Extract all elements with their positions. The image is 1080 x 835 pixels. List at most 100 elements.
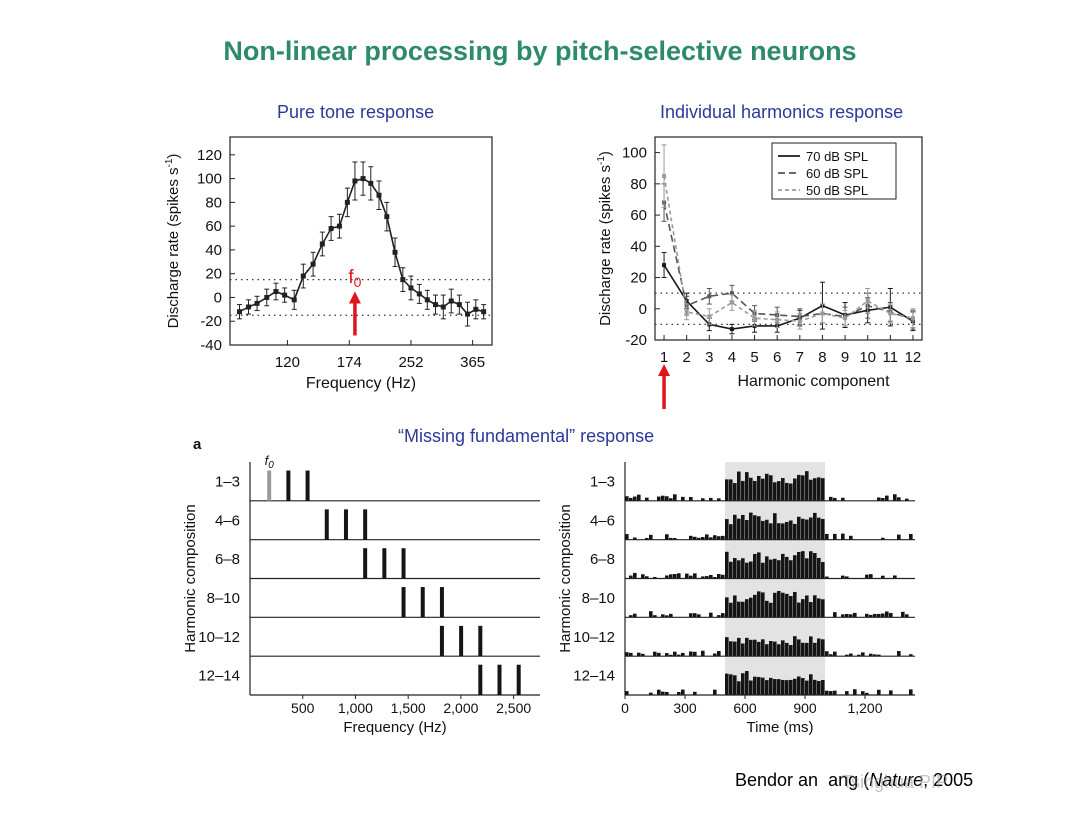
psth-bin xyxy=(701,650,705,657)
harmonics-legend-label: 70 dB SPL xyxy=(806,149,868,164)
psth-bin xyxy=(789,679,793,695)
psth-bin xyxy=(697,614,701,618)
psth-bin xyxy=(833,690,837,695)
psth-bin xyxy=(749,477,753,501)
psth-bin xyxy=(885,611,889,618)
y-label-close: ) xyxy=(597,151,614,156)
pure-tone-plot-frame xyxy=(229,136,493,346)
psth-bin xyxy=(889,690,893,695)
psth-bin xyxy=(733,675,737,695)
harmonic-tone-bar xyxy=(401,548,406,579)
harmonics-point xyxy=(729,291,734,296)
psth-bin xyxy=(709,612,713,618)
psth-bin xyxy=(845,691,849,695)
harmonics-y-tick-label: 80 xyxy=(630,176,647,193)
psth-bin xyxy=(769,640,773,657)
psth-bin xyxy=(665,691,669,695)
psth-bin xyxy=(741,480,745,501)
psth-bin xyxy=(777,679,781,695)
y-label-text: Discharge rate (spikes s xyxy=(597,165,614,326)
psth-bin xyxy=(829,691,833,695)
psth-bin xyxy=(889,612,893,618)
psth-bin xyxy=(821,518,825,540)
harmonic-tone-bar xyxy=(439,587,444,618)
psth-bin xyxy=(725,637,729,657)
psth-bin xyxy=(805,680,809,695)
psth-bin xyxy=(765,556,769,579)
psth-bin xyxy=(793,591,797,618)
composition-y-label: Harmonic composition xyxy=(182,504,199,652)
harmonic-1-arrow-head xyxy=(658,364,671,376)
psth-bin xyxy=(693,613,697,618)
harmonic-tone-bar xyxy=(343,509,348,540)
psth-bin xyxy=(781,523,785,540)
psth-bin xyxy=(881,613,885,618)
psth-x-tick-label: 1,200 xyxy=(847,700,882,716)
psth-bin xyxy=(721,535,725,540)
psth-bin xyxy=(757,475,761,501)
psth-bin xyxy=(709,537,713,540)
citation-rest: ang ( xyxy=(828,770,870,790)
psth-bin xyxy=(809,517,813,540)
psth-bin xyxy=(801,599,805,618)
psth-bin xyxy=(705,534,709,540)
psth-bin xyxy=(629,615,633,618)
psth-bin xyxy=(825,651,829,657)
psth-bin xyxy=(777,481,781,501)
psth-bin xyxy=(785,642,789,657)
harmonics-x-tick-label: 5 xyxy=(750,349,758,366)
psth-bin xyxy=(733,558,737,579)
psth-bin xyxy=(797,551,801,579)
psth-bin xyxy=(717,536,721,540)
harmonic-tone-bar xyxy=(497,664,502,695)
psth-bin xyxy=(741,601,745,618)
harmonics-point xyxy=(707,314,712,319)
psth-bin xyxy=(881,575,885,579)
psth-bin xyxy=(745,472,749,501)
psth-bin xyxy=(761,677,765,695)
psth-bin xyxy=(689,496,693,501)
harmonic-tone-bar xyxy=(478,664,483,695)
harmonics-x-tick-label: 7 xyxy=(796,349,804,366)
psth-bin xyxy=(737,681,741,695)
psth-bin xyxy=(681,496,685,501)
harmonics-x-tick-label: 8 xyxy=(818,349,826,366)
harmonic-tone-bar xyxy=(324,509,329,540)
psth-bin xyxy=(773,641,777,657)
psth-bin xyxy=(781,679,785,695)
psth-bin xyxy=(725,597,729,618)
pure-tone-y-label: Discharge rate (spikes s-1) xyxy=(164,154,182,329)
psth-bin xyxy=(625,691,629,695)
psth-row-label: 8–10 xyxy=(582,590,615,607)
psth-bin xyxy=(761,478,765,501)
harmonic-tone-bar xyxy=(382,548,387,579)
psth-bin xyxy=(641,653,645,657)
psth-bin xyxy=(793,636,797,657)
psth-bin xyxy=(801,678,805,695)
psth-bin xyxy=(877,497,881,501)
panel-letter-a: a xyxy=(193,436,202,453)
psth-x-tick-label: 600 xyxy=(733,700,757,716)
harmonics-y-tick-label: 100 xyxy=(622,145,647,162)
psth-bin xyxy=(669,574,673,579)
psth-bin xyxy=(757,516,761,540)
psth-bin xyxy=(669,498,673,501)
psth-bin xyxy=(841,614,845,618)
harmonics-point xyxy=(752,316,757,321)
psth-bin xyxy=(689,613,693,618)
psth-bin xyxy=(757,641,761,657)
harmonics-legend-box xyxy=(771,142,897,200)
psth-bin xyxy=(713,535,717,540)
composition-x-tick-label: 1,500 xyxy=(391,700,426,716)
psth-bin xyxy=(673,494,677,501)
psth-bin xyxy=(661,614,665,618)
psth-bin xyxy=(769,602,773,618)
psth-bin xyxy=(897,534,901,540)
psth-bin xyxy=(721,574,725,579)
composition-row-label: 1–3 xyxy=(215,473,240,490)
composition-row-label: 8–10 xyxy=(207,590,240,607)
psth-bin xyxy=(725,551,729,579)
psth-bin xyxy=(777,523,781,540)
harmonic-tone-bar xyxy=(286,470,291,501)
psth-row-label: 1–3 xyxy=(590,473,615,490)
